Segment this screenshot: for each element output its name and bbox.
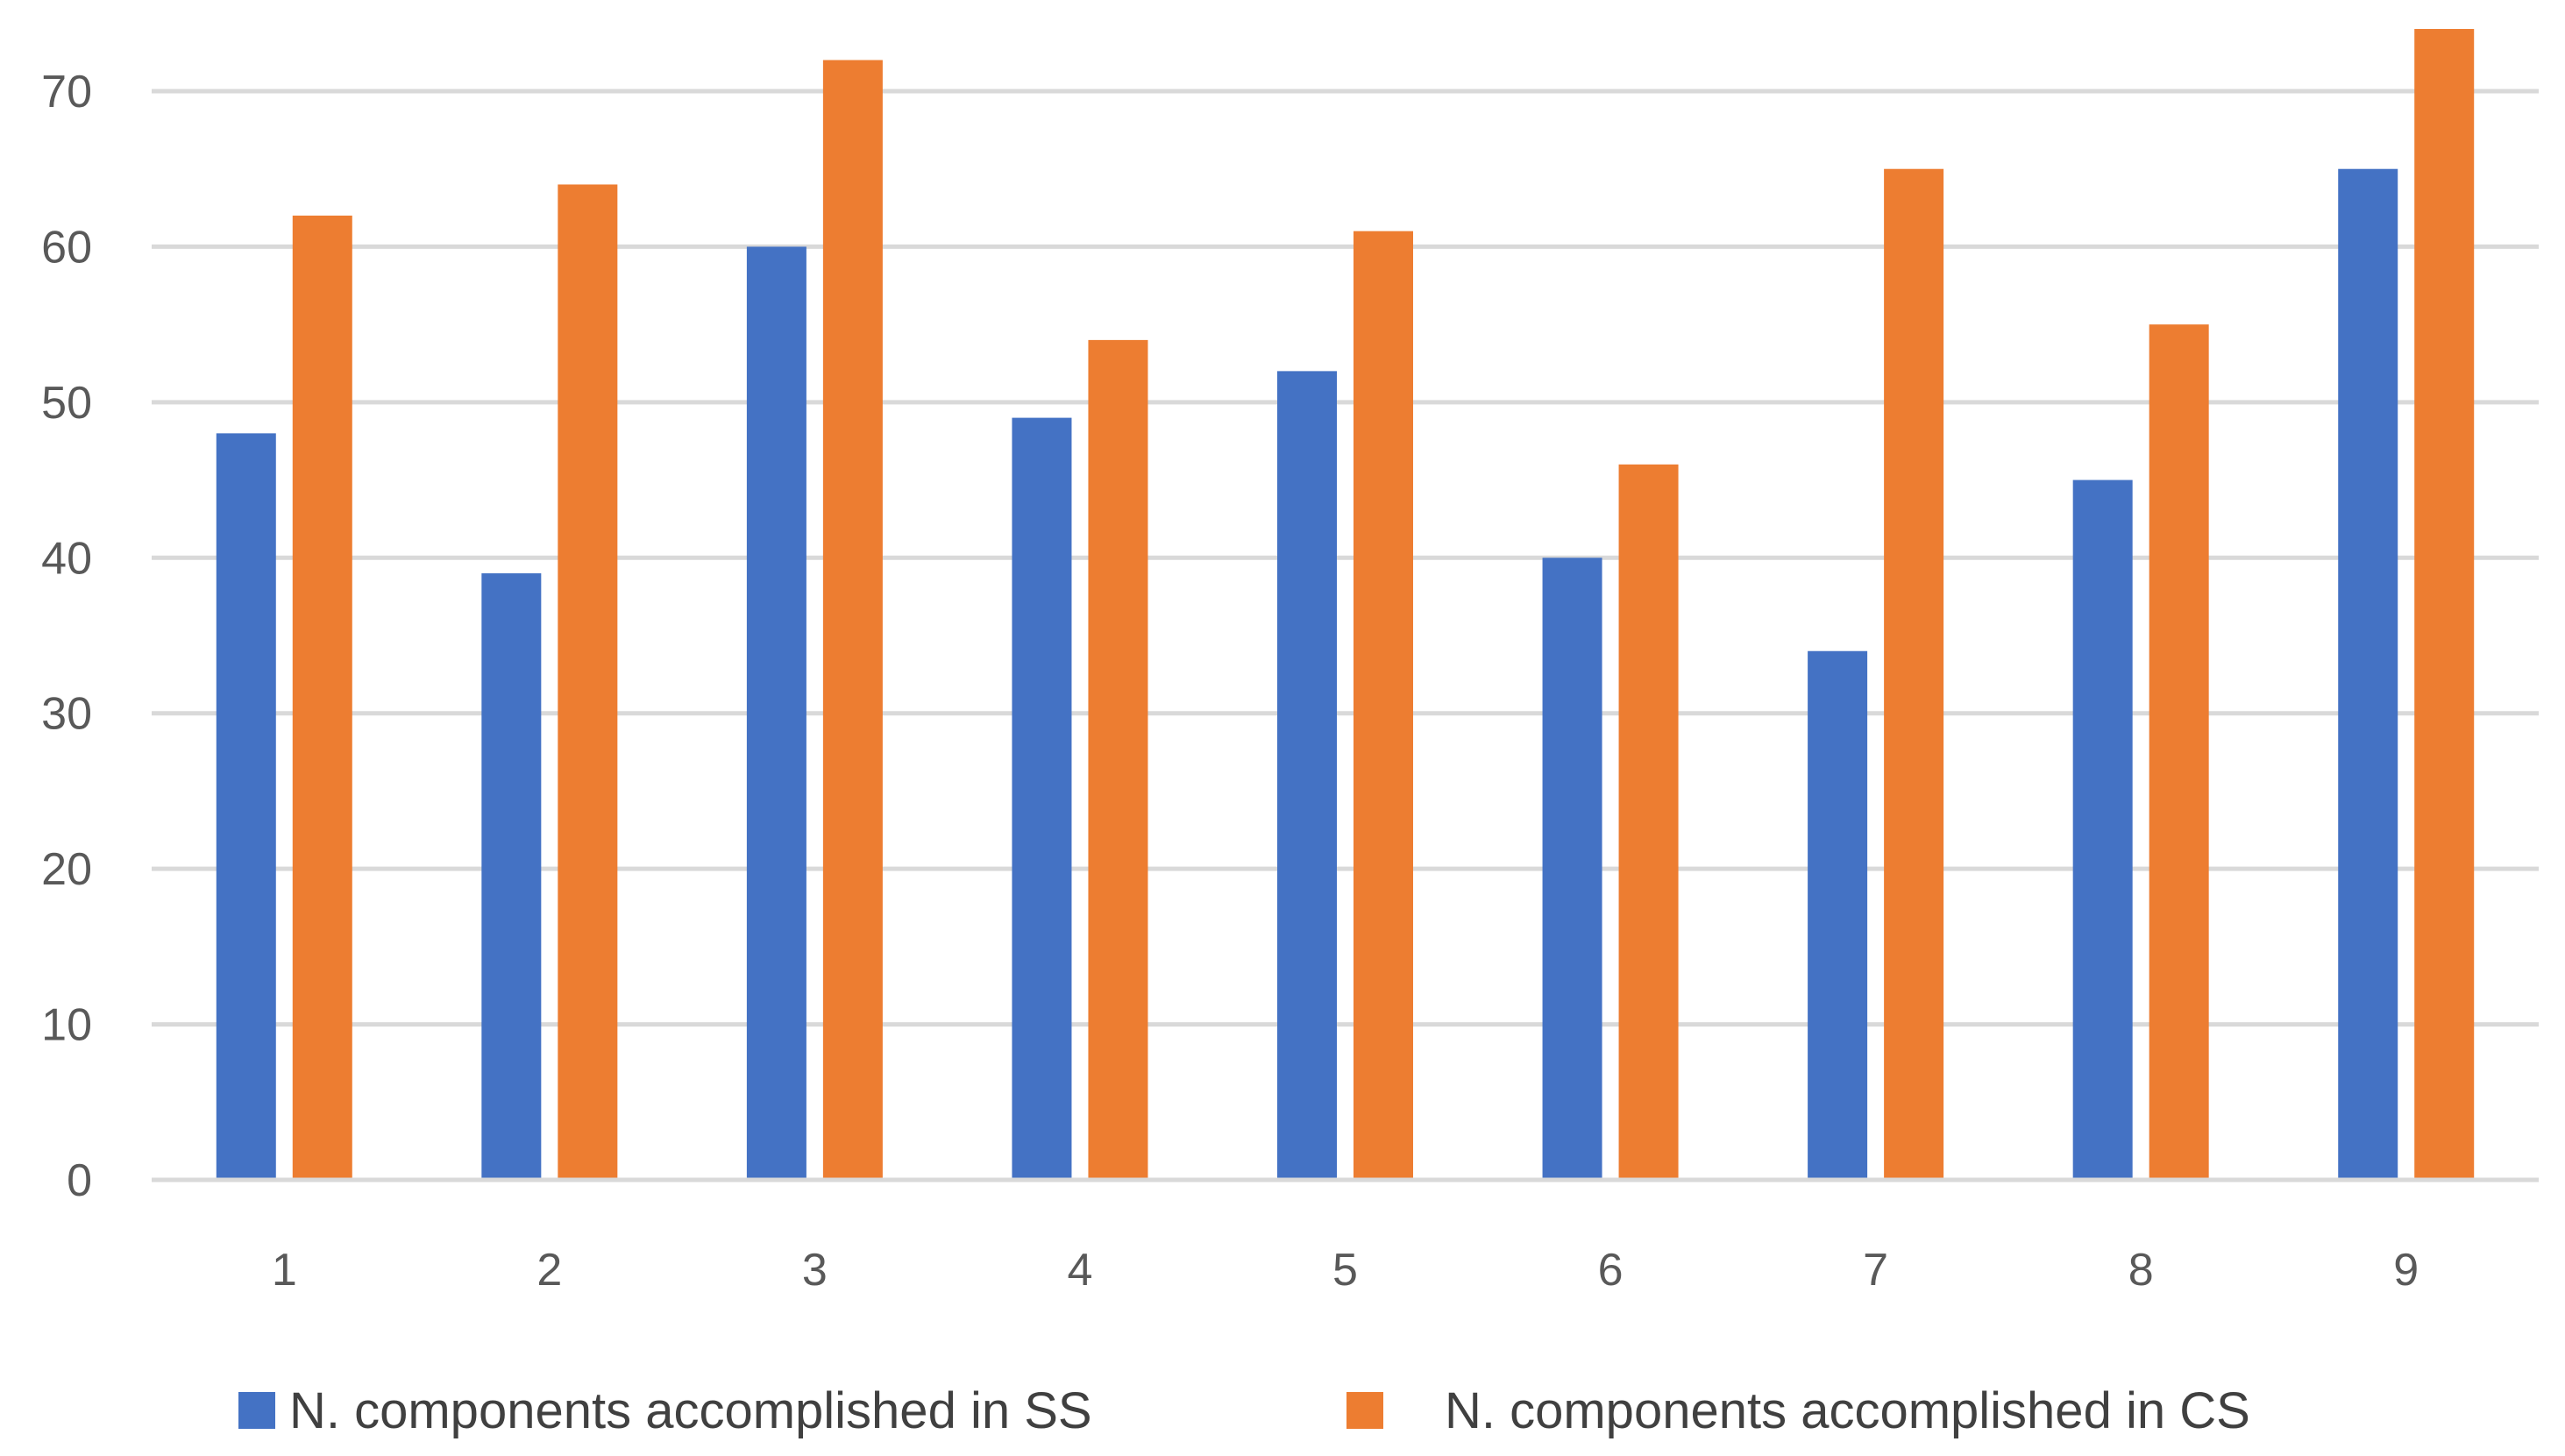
bar-cs-2 bbox=[558, 184, 618, 1180]
x-tick-label: 6 bbox=[1598, 1245, 1624, 1296]
x-tick-label: 9 bbox=[2393, 1245, 2419, 1296]
bar-ss-5 bbox=[1277, 371, 1337, 1180]
y-tick-label: 20 bbox=[41, 844, 92, 895]
y-tick-label: 70 bbox=[41, 67, 92, 117]
x-tick-label: 4 bbox=[1067, 1245, 1092, 1296]
bar-cs-9 bbox=[2414, 29, 2475, 1181]
x-axis-ticks: 1 2 3 4 5 6 7 8 9 bbox=[272, 1245, 2419, 1296]
y-axis-ticks: 0 10 20 30 40 50 60 70 bbox=[41, 67, 92, 1206]
legend-label: N. components accomplished in SS bbox=[289, 1382, 1092, 1439]
bar-cs-1 bbox=[292, 215, 352, 1180]
x-tick-label: 7 bbox=[1863, 1245, 1888, 1296]
x-tick-label: 2 bbox=[536, 1245, 562, 1296]
legend-label: N. components accomplished in CS bbox=[1445, 1382, 2250, 1439]
y-tick-label: 40 bbox=[41, 533, 92, 584]
bar-ss-6 bbox=[1542, 558, 1602, 1180]
bar-ss-8 bbox=[2072, 479, 2133, 1180]
bar-ss-2 bbox=[481, 573, 542, 1180]
y-tick-label: 0 bbox=[67, 1155, 92, 1206]
x-tick-label: 8 bbox=[2128, 1245, 2154, 1296]
legend-swatch bbox=[238, 1392, 275, 1429]
y-tick-label: 50 bbox=[41, 378, 92, 429]
bar-ss-7 bbox=[1808, 650, 1868, 1180]
gridlines bbox=[152, 89, 2539, 1027]
bar-cs-7 bbox=[1884, 168, 1944, 1181]
bar-cs-4 bbox=[1088, 339, 1148, 1180]
bars bbox=[216, 29, 2475, 1181]
bar-ss-4 bbox=[1012, 417, 1072, 1181]
x-tick-label: 3 bbox=[802, 1245, 828, 1296]
bar-ss-9 bbox=[2338, 168, 2398, 1181]
bar-cs-5 bbox=[1354, 231, 1413, 1181]
y-tick-label: 30 bbox=[41, 689, 92, 740]
bar-ss-1 bbox=[216, 433, 276, 1180]
bar-cs-8 bbox=[2149, 324, 2209, 1181]
bar-cs-6 bbox=[1618, 464, 1679, 1180]
bar-cs-3 bbox=[822, 60, 883, 1180]
bar-ss-3 bbox=[746, 246, 806, 1180]
y-tick-label: 60 bbox=[41, 222, 92, 273]
y-tick-label: 10 bbox=[41, 1000, 92, 1051]
x-tick-label: 5 bbox=[1332, 1245, 1358, 1296]
legend: N. components accomplished in SS N. compo… bbox=[238, 1382, 2250, 1439]
x-tick-label: 1 bbox=[272, 1245, 297, 1296]
legend-swatch bbox=[1346, 1392, 1383, 1429]
